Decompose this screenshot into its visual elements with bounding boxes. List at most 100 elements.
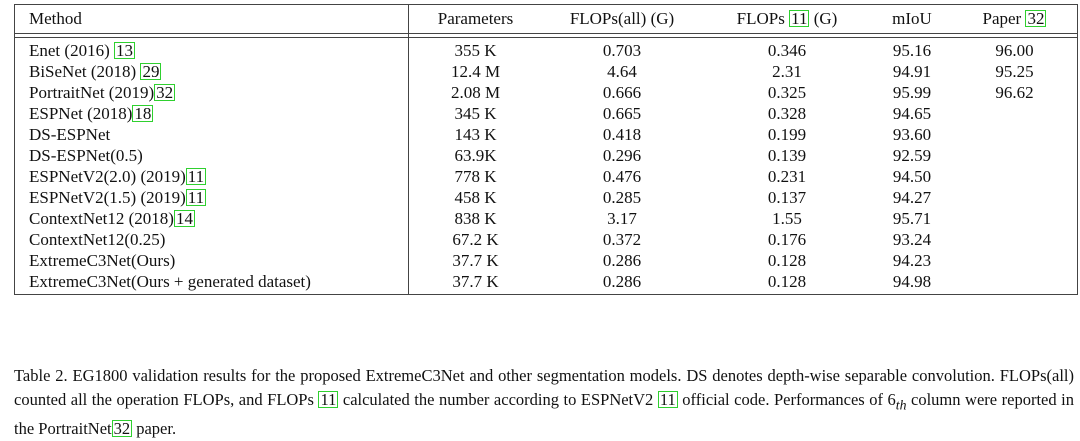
flops11-cell: 0.137 — [767, 188, 807, 207]
flops_all-cell: 0.286 — [602, 251, 642, 270]
table-row: PortraitNet (2019) 32 2.08 M 0.666 0.325 95.9… — [14, 82, 1078, 103]
params-cell: 63.9K — [454, 146, 497, 165]
paper-cell: 95.25 — [952, 61, 1078, 82]
table-row: DS-ESPNet(0.5) 63.9K 0.296 0.139 92.59 — [14, 145, 1078, 166]
table-row: ContextNet12 (2018) 14 838 K 3.17 1.55 95.71 — [14, 208, 1078, 229]
flops11-cell: 1.55 — [772, 209, 802, 228]
table-row: DS-ESPNet 143 K 0.418 0.199 93.60 — [14, 124, 1078, 145]
miou-cell: 94.27 — [892, 188, 932, 207]
table-row: Enet (2016) 13 355 K 0.703 0.346 95.16 96.00 — [14, 37, 1078, 61]
column-header: Method — [14, 4, 409, 34]
flops_all-cell: 4.64 — [607, 62, 637, 81]
table-header-row: Method Parameters FLOPs(all) (G) FLOPs 11 (… — [14, 4, 1078, 34]
miou-cell: 95.71 — [892, 209, 932, 228]
column-header: mIoU — [872, 4, 952, 34]
citation-link[interactable]: 11 — [185, 188, 207, 207]
flops_all-cell: 0.666 — [602, 83, 642, 102]
miou-cell: 94.91 — [892, 62, 932, 81]
params-cell: 143 K — [454, 125, 497, 144]
flops_all-cell: 0.665 — [602, 104, 642, 123]
miou-cell: 94.50 — [892, 167, 932, 186]
flops11-cell: 0.346 — [767, 41, 807, 60]
flops11-cell: 0.139 — [767, 146, 807, 165]
table-row: BiSeNet (2018) 29 12.4 M 4.64 2.31 94.91 95.2… — [14, 61, 1078, 82]
citation-link[interactable]: 14 — [173, 209, 195, 228]
params-cell: 37.7 K — [452, 251, 499, 270]
miou-cell: 94.23 — [892, 251, 932, 270]
flops_all-cell: 0.372 — [602, 230, 642, 249]
method-cell: ExtremeC3Net(Ours + generated dataset) — [14, 271, 409, 295]
column-header: FLOPs(all) (G) — [542, 4, 702, 34]
miou-cell: 95.99 — [892, 83, 932, 102]
miou-cell: 93.24 — [892, 230, 932, 249]
params-cell: 355 K — [454, 41, 497, 60]
citation-link[interactable]: 32 — [154, 83, 176, 102]
table-row: ContextNet12(0.25) 67.2 K 0.372 0.176 93.24 — [14, 229, 1078, 250]
table-row: ExtremeC3Net(Ours) 37.7 K 0.286 0.128 94.23 — [14, 250, 1078, 271]
flops_all-cell: 0.703 — [602, 41, 642, 60]
citation-link[interactable]: 11 — [318, 390, 339, 409]
miou-cell: 94.98 — [872, 271, 952, 295]
paper-cell — [952, 124, 1078, 145]
method-cell: ESPNetV2(2.0) (2019) 11 — [14, 166, 409, 187]
paper-cell — [952, 208, 1078, 229]
paper-cell — [952, 250, 1078, 271]
flops_all-cell: 0.285 — [602, 188, 642, 207]
params-cell: 838 K — [454, 209, 497, 228]
table-row: ESPNetV2(2.0) (2019) 11 778 K 0.476 0.231 94.… — [14, 166, 1078, 187]
column-header: FLOPs 11 (G) — [702, 4, 872, 34]
method-cell: PortraitNet (2019) 32 — [14, 82, 409, 103]
method-cell: ESPNet (2018) 18 — [14, 103, 409, 124]
citation-link[interactable]: 11 — [789, 9, 810, 28]
results-table: Method Parameters FLOPs(all) (G) FLOPs 11 (… — [14, 4, 1078, 295]
table-row: ExtremeC3Net(Ours + generated dataset) 37… — [14, 271, 1078, 295]
paper-cell: 96.62 — [952, 82, 1078, 103]
params-cell: 458 K — [454, 188, 497, 207]
flops11-cell: 0.176 — [767, 230, 807, 249]
paper-cell — [952, 145, 1078, 166]
flops11-cell: 2.31 — [772, 62, 802, 81]
method-cell: ESPNetV2(1.5) (2019) 11 — [14, 187, 409, 208]
citation-link[interactable]: 11 — [185, 167, 207, 186]
miou-cell: 94.65 — [892, 104, 932, 123]
paper-cell — [952, 103, 1078, 124]
flops_all-cell: 0.418 — [602, 125, 642, 144]
flops11-cell: 0.231 — [767, 167, 807, 186]
table-caption: Table 2. EG1800 validation results for t… — [14, 366, 1074, 439]
flops11-cell: 0.199 — [767, 125, 807, 144]
params-cell: 2.08 M — [450, 83, 501, 102]
method-cell: DS-ESPNet — [14, 124, 409, 145]
miou-cell: 95.16 — [892, 41, 932, 60]
column-header: Paper 32 — [952, 4, 1078, 34]
params-cell: 37.7 K — [408, 271, 542, 295]
miou-cell: 92.59 — [892, 146, 932, 165]
flops11-cell: 0.128 — [702, 271, 872, 295]
citation-link[interactable]: 11 — [657, 390, 678, 409]
params-cell: 67.2 K — [452, 230, 499, 249]
flops_all-cell: 3.17 — [607, 209, 637, 228]
citation-link[interactable]: 18 — [132, 104, 154, 123]
paper-cell — [952, 187, 1078, 208]
miou-cell: 93.60 — [892, 125, 932, 144]
citation-link[interactable]: 32 — [1025, 9, 1047, 28]
method-cell: Enet (2016) 13 — [14, 37, 409, 61]
flops11-cell: 0.328 — [767, 104, 807, 123]
paper-cell: 96.00 — [952, 37, 1078, 61]
flops_all-cell: 0.286 — [542, 271, 702, 295]
paper-cell — [952, 271, 1078, 295]
column-header: Parameters — [408, 4, 542, 34]
method-cell: ContextNet12 (2018) 14 — [14, 208, 409, 229]
paper-cell — [952, 166, 1078, 187]
params-cell: 778 K — [454, 167, 497, 186]
flops_all-cell: 0.476 — [602, 167, 642, 186]
flops11-cell: 0.128 — [767, 251, 807, 270]
method-cell: DS-ESPNet(0.5) — [14, 145, 409, 166]
flops_all-cell: 0.296 — [602, 146, 642, 165]
flops11-cell: 0.325 — [767, 83, 807, 102]
params-cell: 12.4 M — [450, 62, 501, 81]
table-row: ESPNetV2(1.5) (2019) 11 458 K 0.285 0.137 94.… — [14, 187, 1078, 208]
citation-link[interactable]: 29 — [140, 62, 162, 81]
citation-link[interactable]: 13 — [113, 41, 135, 60]
citation-link[interactable]: 32 — [111, 419, 133, 439]
method-cell: ExtremeC3Net(Ours) — [14, 250, 409, 271]
